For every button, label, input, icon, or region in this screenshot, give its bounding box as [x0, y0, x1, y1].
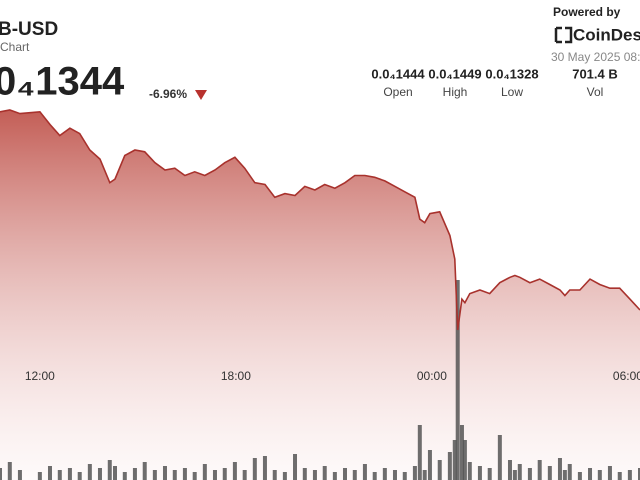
- volume-bar: [392, 470, 397, 480]
- volume-bar: [122, 472, 127, 480]
- volume-bar: [97, 468, 102, 480]
- volume-bar: [577, 472, 582, 480]
- symbol: B-USD: [0, 19, 58, 40]
- volume-bar: [467, 462, 472, 480]
- volume-bar: [459, 425, 464, 480]
- volume-bar: [517, 464, 522, 480]
- volume-bar: [302, 468, 307, 480]
- volume-bar: [87, 464, 92, 480]
- volume-bar: [437, 460, 442, 480]
- volume-bar: [0, 468, 2, 480]
- volume-bar: [47, 466, 52, 480]
- volume-bar: [222, 468, 227, 480]
- volume-bar: [362, 464, 367, 480]
- x-tick-label: 00:00: [417, 369, 447, 383]
- volume-bar: [107, 460, 112, 480]
- volume-bar: [422, 470, 427, 480]
- x-tick-label: 18:00: [221, 369, 251, 383]
- change: -6.96%: [149, 87, 187, 101]
- brand-icon: [554, 26, 573, 44]
- price-line: [0, 109, 640, 331]
- volume-bar: [617, 472, 622, 480]
- volume-bar: [192, 472, 197, 480]
- volume-bar: [272, 470, 277, 480]
- volume-bar: [312, 470, 317, 480]
- volume-bar: [182, 468, 187, 480]
- volume-bar: [252, 458, 257, 480]
- volume-bar: [588, 468, 593, 480]
- stat-label: Vol: [587, 85, 604, 99]
- volume-bar: [477, 466, 482, 480]
- stat-value: 0.0₄1444: [371, 66, 425, 81]
- volume-bar: [512, 470, 517, 480]
- stat-label: High: [443, 85, 468, 99]
- volume-bar: [242, 470, 247, 480]
- volume-bar: [322, 466, 327, 480]
- volume-bar: [527, 468, 532, 480]
- stat-value: 0.0₄1449: [428, 66, 481, 81]
- volume-bar: [352, 470, 357, 480]
- volume-bar: [547, 466, 552, 480]
- stats: 0.0₄1444 Open 0.0₄1449 High 0.0₄1328 Low 701.4…: [371, 66, 617, 99]
- volume-bar: [447, 452, 452, 480]
- subtitle: Chart: [0, 40, 30, 54]
- volume-bar: [417, 425, 422, 480]
- volume-bar: [372, 472, 377, 480]
- brand: CoinDes: [573, 25, 640, 44]
- stat-value: 701.4 B: [572, 66, 618, 81]
- stat-label: Low: [501, 85, 523, 99]
- volume-bar: [427, 450, 432, 480]
- volume-bar: [77, 472, 82, 480]
- price-area: [0, 110, 640, 480]
- volume-bar: [162, 466, 167, 480]
- volume-bar: [232, 462, 237, 480]
- stat-label: Open: [383, 85, 412, 99]
- volume-bar: [597, 470, 602, 480]
- timestamp: 30 May 2025 08:: [551, 50, 640, 64]
- volume-bar: [132, 468, 137, 480]
- volume-bar: [452, 440, 457, 480]
- volume-bar: [562, 470, 567, 480]
- volume-bar: [455, 280, 460, 480]
- volume-bar: [202, 464, 207, 480]
- volume-bar: [57, 470, 62, 480]
- stat-value: 0.0₄1328: [485, 66, 538, 81]
- volume-bar: [537, 460, 542, 480]
- volume-bar: [293, 454, 298, 480]
- volume-bar: [262, 456, 267, 480]
- volume-bar: [462, 440, 467, 480]
- volume-bar: [402, 472, 407, 480]
- price: 0₄1344: [0, 60, 125, 104]
- volume-bar: [487, 468, 492, 480]
- volume-bar: [382, 468, 387, 480]
- volume-bar: [17, 470, 22, 480]
- volume-bar: [627, 470, 632, 480]
- volume-bar: [7, 462, 12, 480]
- x-tick-label: 12:00: [25, 369, 55, 383]
- volume-bar: [507, 460, 512, 480]
- volume-bar: [112, 466, 117, 480]
- x-tick-label: 06:00: [613, 369, 640, 383]
- volume-bar: [142, 462, 147, 480]
- volume-bar: [342, 468, 347, 480]
- down-arrow: [195, 90, 207, 100]
- volume-bar: [67, 468, 72, 480]
- plot: 12:00 18:00 00:00 06:00: [0, 109, 640, 480]
- volume-bar: [638, 468, 640, 480]
- volume-bar: [607, 466, 612, 480]
- volume-bar: [282, 472, 287, 480]
- volume-bar: [172, 470, 177, 480]
- volume-bar: [497, 435, 502, 480]
- volume-bar: [412, 466, 417, 480]
- powered-by: Powered by: [553, 5, 621, 19]
- volume-bar: [37, 472, 42, 480]
- volume-bar: [567, 464, 572, 480]
- volume-bar: [332, 472, 337, 480]
- volume-bar: [557, 458, 562, 480]
- volume-bar: [212, 470, 217, 480]
- volume-bar: [152, 470, 157, 480]
